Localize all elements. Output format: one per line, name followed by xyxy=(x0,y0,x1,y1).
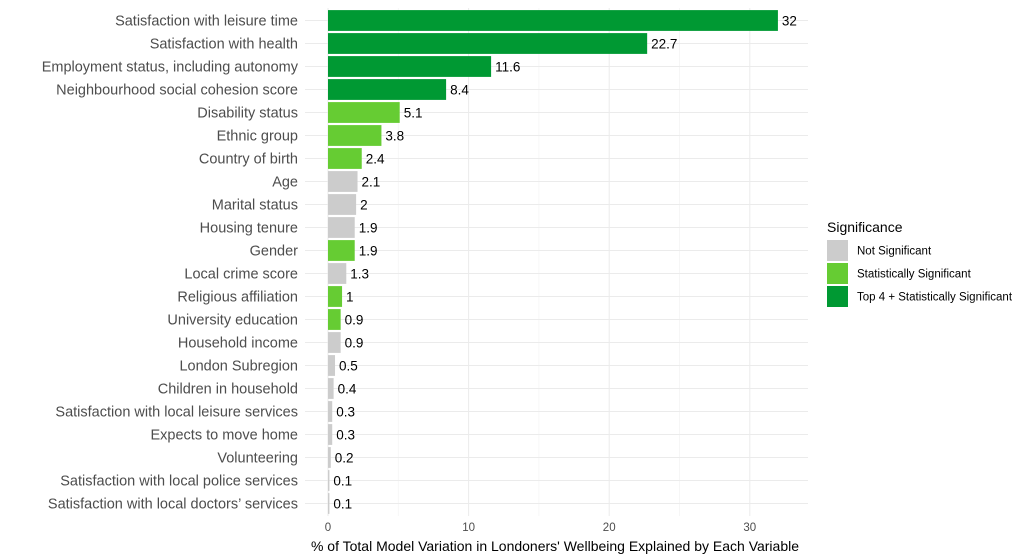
category-label: Employment status, including autonomy xyxy=(42,60,299,76)
bar xyxy=(328,332,341,353)
legend-label: Not Significant xyxy=(857,246,932,258)
category-label: University education xyxy=(167,313,298,329)
data-label: 0.2 xyxy=(335,451,354,466)
legend-label: Top 4 + Statistically Significant xyxy=(857,292,1013,304)
category-label: Satisfaction with local police services xyxy=(60,474,298,490)
category-label: Local crime score xyxy=(184,267,298,283)
bar xyxy=(328,194,357,215)
data-label: 8.4 xyxy=(450,83,469,98)
data-label: 0.1 xyxy=(333,474,352,489)
bar xyxy=(328,309,341,330)
bars xyxy=(328,10,778,514)
x-tick-labels: 0 10 20 30 xyxy=(325,522,756,534)
bar xyxy=(328,102,400,123)
bar xyxy=(328,148,362,169)
x-tick-label: 10 xyxy=(462,522,475,534)
legend-title: Significance xyxy=(827,219,903,235)
category-label: Ethnic group xyxy=(217,129,298,145)
legend-key xyxy=(827,263,848,284)
category-label: Expects to move home xyxy=(151,428,299,444)
category-label: London Subregion xyxy=(179,359,298,375)
category-label: Housing tenure xyxy=(200,221,298,237)
bar xyxy=(328,493,330,514)
category-label: Religious affiliation xyxy=(177,290,298,306)
bar xyxy=(328,470,330,491)
data-label: 1.9 xyxy=(359,244,378,259)
bar xyxy=(328,56,492,77)
bar xyxy=(328,10,778,31)
data-label: 2 xyxy=(360,198,368,213)
bar xyxy=(328,171,358,192)
category-label: Satisfaction with health xyxy=(150,37,298,53)
bar xyxy=(328,378,334,399)
data-label: 0.4 xyxy=(338,382,357,397)
category-labels: Satisfaction with leisure time Satisfacti… xyxy=(42,14,299,513)
data-label: 22.7 xyxy=(651,37,677,52)
category-label: Household income xyxy=(178,336,298,352)
data-label: 2.4 xyxy=(366,152,385,167)
category-label: Satisfaction with leisure time xyxy=(115,14,298,30)
data-label: 3.8 xyxy=(385,129,404,144)
data-label: 32 xyxy=(782,14,797,29)
x-axis-title: % of Total Model Variation in Londoners'… xyxy=(311,538,799,554)
bar xyxy=(328,424,333,445)
bar xyxy=(328,240,355,261)
bar xyxy=(328,355,336,376)
x-tick-label: 20 xyxy=(603,522,616,534)
data-label: 0.3 xyxy=(336,428,355,443)
data-label: 1.9 xyxy=(359,221,378,236)
category-label: Disability status xyxy=(197,106,298,122)
category-label: Satisfaction with local doctors’ service… xyxy=(48,497,298,513)
bar xyxy=(328,263,347,284)
legend-label: Statistically Significant xyxy=(857,269,972,281)
data-labels: 32 22.7 11.6 8.4 5.13.82.4 2.1 2 1.9 1.9 1.3 1 0.9 0… xyxy=(333,14,797,512)
bar xyxy=(328,33,648,54)
data-label: 0.5 xyxy=(339,359,358,374)
category-label: Children in household xyxy=(158,382,298,398)
category-label: Neighbourhood social cohesion score xyxy=(56,83,298,99)
legend: Significance Not Significant Statisticall… xyxy=(827,219,1013,307)
data-label: 0.9 xyxy=(345,313,364,328)
data-label: 0.1 xyxy=(333,497,352,512)
category-label: Gender xyxy=(250,244,299,260)
category-label: Age xyxy=(272,175,298,191)
legend-key xyxy=(827,240,848,261)
data-label: 2.1 xyxy=(362,175,381,190)
category-label: Marital status xyxy=(212,198,298,214)
category-label: Country of birth xyxy=(199,152,298,168)
x-tick-label: 30 xyxy=(743,522,756,534)
data-label: 5.1 xyxy=(404,106,423,121)
bar xyxy=(328,125,382,146)
bar xyxy=(328,286,343,307)
x-tick-label: 0 xyxy=(325,522,331,534)
category-label: Satisfaction with local leisure services xyxy=(55,405,298,421)
data-label: 0.9 xyxy=(345,336,364,351)
bar xyxy=(328,217,355,238)
category-label: Volunteering xyxy=(217,451,298,467)
legend-key xyxy=(827,286,848,307)
data-label: 0.3 xyxy=(336,405,355,420)
bar xyxy=(328,401,333,422)
data-label: 11.6 xyxy=(495,60,520,75)
bar xyxy=(328,447,331,468)
data-label: 1 xyxy=(346,290,354,305)
bar xyxy=(328,79,447,100)
data-label: 1.3 xyxy=(350,267,369,282)
